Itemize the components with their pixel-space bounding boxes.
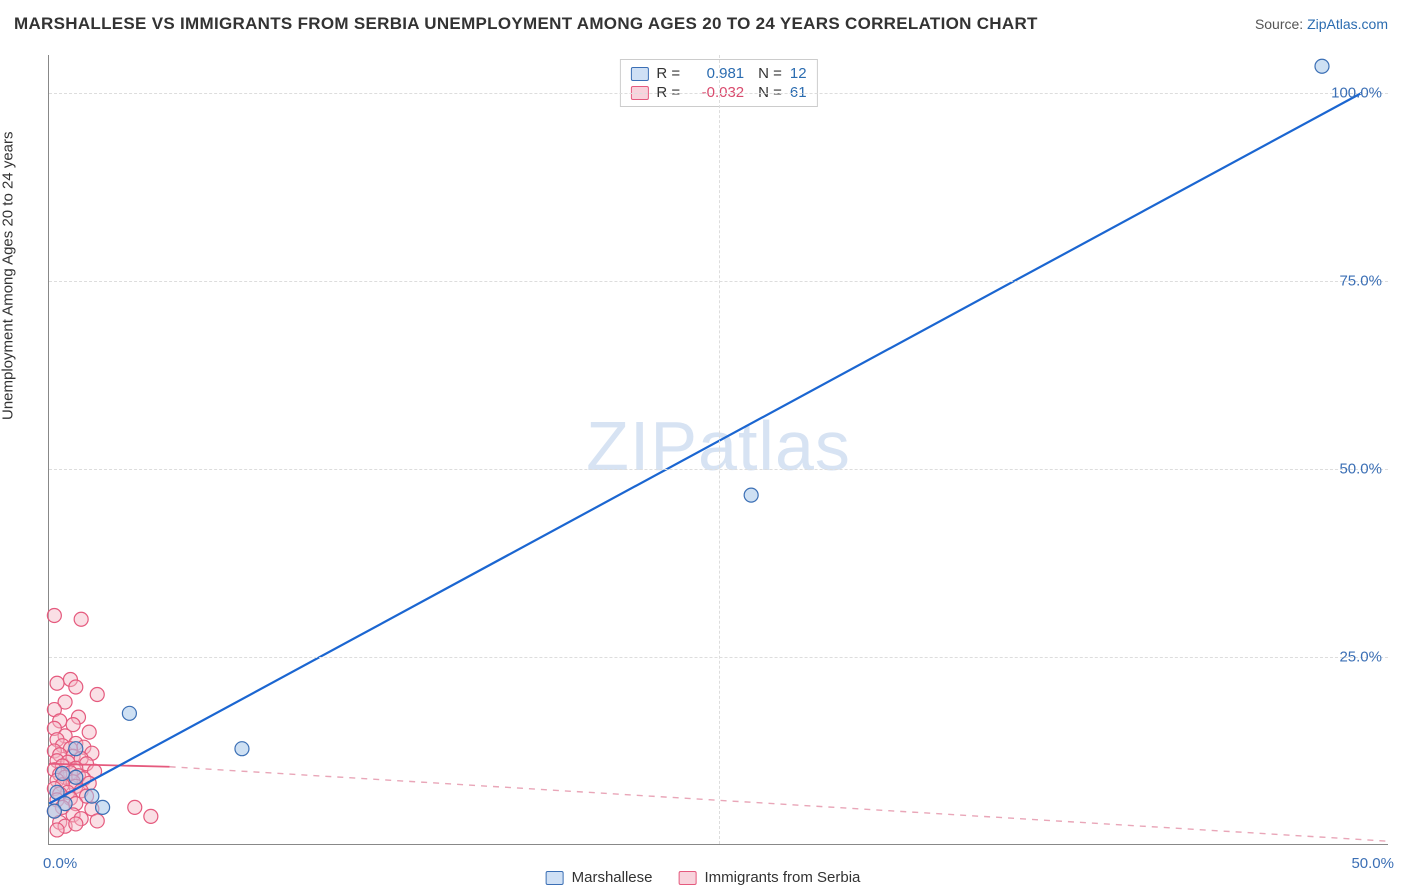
data-point-pink <box>50 823 64 837</box>
y-axis-label: Unemployment Among Ages 20 to 24 years <box>0 131 17 420</box>
y-tick-label: 25.0% <box>1339 648 1382 665</box>
legend-item-blue: Marshallese <box>546 869 653 886</box>
data-point-blue <box>69 742 83 756</box>
data-point-pink <box>50 676 64 690</box>
legend-label-pink: Immigrants from Serbia <box>705 869 861 886</box>
data-point-pink <box>69 680 83 694</box>
data-point-pink <box>69 817 83 831</box>
data-point-pink <box>82 725 96 739</box>
data-point-pink <box>90 814 104 828</box>
data-point-blue <box>96 800 110 814</box>
data-point-pink <box>90 688 104 702</box>
data-point-blue <box>122 706 136 720</box>
chart-plot-area: ZIPatlas R = 0.981 N = 12 R = -0.032 N =… <box>48 55 1388 845</box>
y-tick-label: 50.0% <box>1339 460 1382 477</box>
data-point-blue <box>55 767 69 781</box>
y-tick-label: 75.0% <box>1339 272 1382 289</box>
data-point-blue <box>85 789 99 803</box>
chart-title: MARSHALLESE VS IMMIGRANTS FROM SERBIA UN… <box>14 14 1038 34</box>
trend-line-blue <box>49 93 1362 804</box>
data-point-blue <box>744 488 758 502</box>
data-point-blue <box>47 804 61 818</box>
swatch-blue-icon <box>546 871 564 885</box>
trend-line-pink-dash <box>170 767 1389 841</box>
source-attribution: Source: ZipAtlas.com <box>1255 16 1388 32</box>
gridline-v <box>719 55 720 844</box>
data-point-blue <box>1315 59 1329 73</box>
data-point-pink <box>144 809 158 823</box>
data-point-pink <box>128 800 142 814</box>
swatch-pink-icon <box>679 871 697 885</box>
source-link[interactable]: ZipAtlas.com <box>1307 16 1388 32</box>
series-legend: Marshallese Immigrants from Serbia <box>546 869 861 886</box>
data-point-pink <box>74 612 88 626</box>
data-point-blue <box>69 770 83 784</box>
source-label: Source: <box>1255 16 1307 32</box>
data-point-pink <box>47 609 61 623</box>
legend-label-blue: Marshallese <box>572 869 653 886</box>
legend-item-pink: Immigrants from Serbia <box>679 869 861 886</box>
x-tick-right: 50.0% <box>1351 855 1394 872</box>
x-tick-left: 0.0% <box>43 855 77 872</box>
data-point-blue <box>235 742 249 756</box>
y-tick-label: 100.0% <box>1331 84 1382 101</box>
